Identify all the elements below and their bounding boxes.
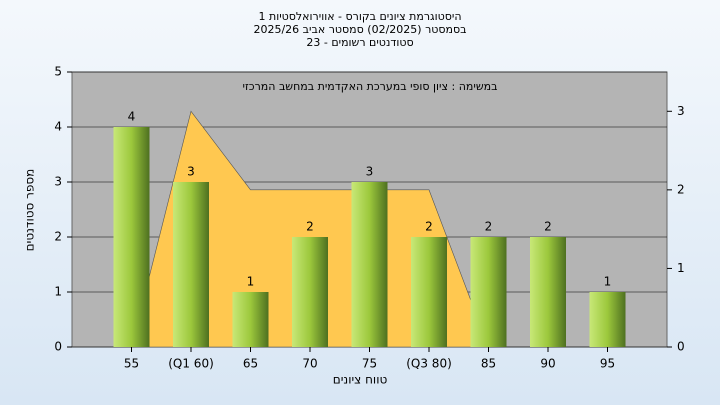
x-tick-label: 75	[362, 357, 377, 371]
value-label: 3	[366, 165, 374, 179]
y2-tick-label: 2	[677, 182, 685, 196]
x-axis-label: טווח ציונים	[333, 373, 388, 387]
y-tick-label: 2	[54, 230, 62, 244]
bar	[351, 182, 388, 347]
y-tick-label: 3	[54, 175, 62, 189]
y-tick-label: 4	[54, 120, 62, 134]
y2-tick-label: 0	[677, 340, 685, 354]
bar	[470, 237, 507, 347]
y-tick-label: 5	[54, 65, 62, 79]
value-label: 4	[128, 110, 136, 124]
y-axis-label: מספר סטודנטים	[23, 169, 37, 252]
x-tick-label: (Q1 60)	[168, 357, 214, 371]
x-tick-label: (Q3 80)	[406, 357, 452, 371]
x-tick-label: 90	[540, 357, 555, 371]
value-label: 2	[485, 220, 493, 234]
value-label: 2	[425, 220, 433, 234]
bar	[292, 237, 328, 347]
x-tick-label: 70	[302, 357, 317, 371]
bar	[113, 127, 150, 347]
title-line: היסטוגרמת ציונים בקורס - אווירואלסטיות 1	[258, 10, 461, 23]
value-label: 2	[544, 220, 552, 234]
x-tick-label: 95	[600, 357, 615, 371]
x-tick-label: 55	[124, 357, 139, 371]
x-tick-label: 85	[481, 357, 496, 371]
title-line: סטודנטים רשומים - 23	[306, 36, 413, 49]
value-label: 2	[306, 220, 314, 234]
bar	[589, 292, 626, 347]
y2-tick-label: 1	[677, 261, 685, 275]
value-label: 1	[247, 275, 255, 289]
y-tick-label: 0	[54, 340, 62, 354]
bar	[530, 237, 566, 347]
y2-tick-label: 3	[677, 104, 685, 118]
value-label: 3	[187, 165, 195, 179]
title-line: בסמסטר (02/2025) סמסטר אביב 2025/26	[253, 23, 466, 36]
value-label: 1	[604, 275, 612, 289]
y-tick-label: 1	[54, 285, 62, 299]
annotation: במשימה : ציון סופי במערכת האקדמית במחשב …	[243, 80, 498, 93]
x-tick-label: 65	[243, 357, 258, 371]
bar	[173, 182, 209, 347]
bar	[411, 237, 447, 347]
bar	[232, 292, 269, 347]
